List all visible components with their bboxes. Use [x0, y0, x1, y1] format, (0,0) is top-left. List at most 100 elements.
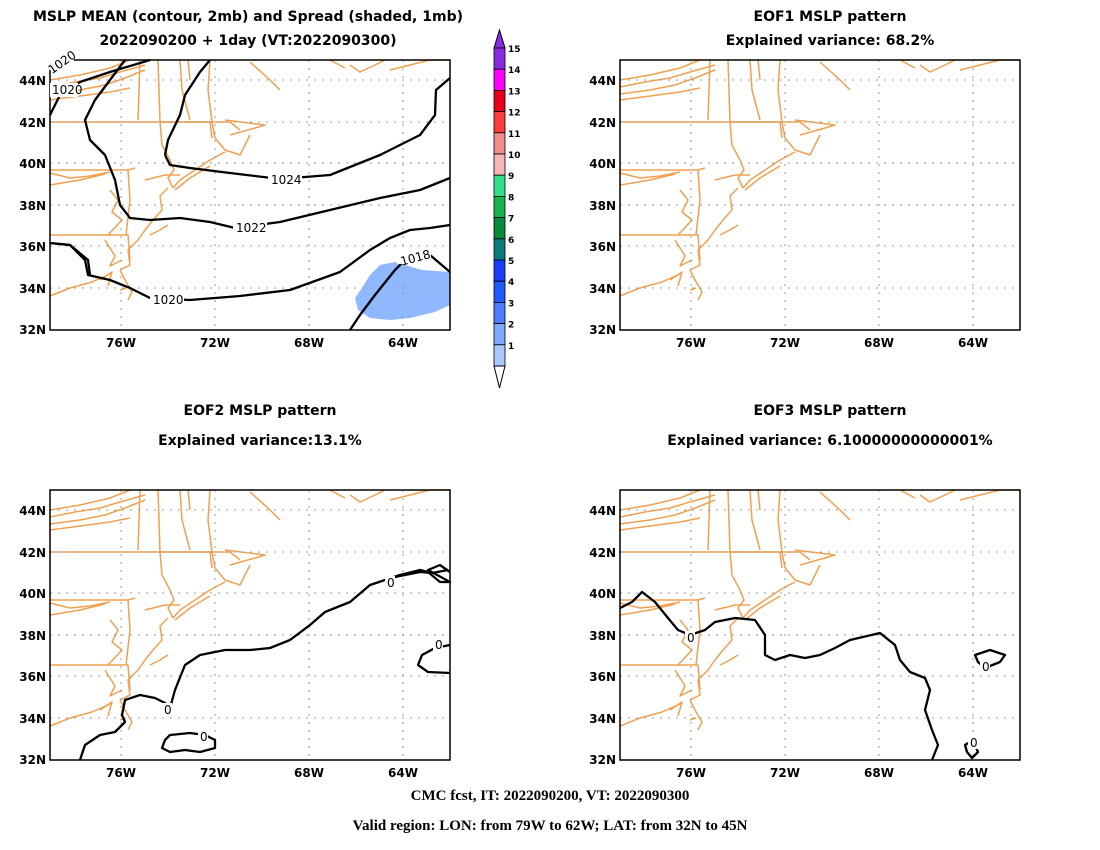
lat-tick-label: 40N [19, 587, 46, 601]
lat-tick-label: 34N [589, 282, 616, 296]
lon-tick-label: 72W [770, 766, 800, 780]
lat-tick-label: 32N [19, 323, 46, 337]
lat-tick-label: 42N [589, 546, 616, 560]
lon-tick-label: 76W [106, 336, 136, 350]
spread-shading [355, 262, 450, 320]
lon-tick-label: 72W [200, 766, 230, 780]
lat-tick-label: 38N [19, 199, 46, 213]
lat-tick-label: 40N [19, 157, 46, 171]
panel-eof1-title: EOF1 MSLP pattern [753, 9, 907, 25]
colorbar-tick-label: 15 [508, 45, 521, 55]
panel-eof1-frame [619, 59, 1021, 331]
lon-tick-label: 76W [676, 336, 706, 350]
panel-eof1-subtitle: Explained variance: 68.2% [725, 33, 935, 49]
footer-line-2: Valid region: LON: from 79W to 62W; LAT:… [352, 818, 748, 834]
colorbar-tick-label: 13 [508, 87, 521, 97]
lon-tick-label: 68W [294, 336, 324, 350]
colorbar-swatch [493, 344, 506, 367]
lat-tick-label: 44N [589, 74, 616, 88]
contour-label: 0 [970, 736, 978, 750]
lat-tick-label: 44N [19, 504, 46, 518]
lon-tick-label: 64W [958, 336, 988, 350]
lon-tick-label: 76W [106, 766, 136, 780]
colorbar-tick-label: 4 [508, 278, 514, 288]
lat-tick-label: 42N [19, 546, 46, 560]
panel-mean-subtitle: 2022090200 + 1day (VT:2022090300) [99, 33, 397, 49]
colorbar-swatch [493, 174, 506, 197]
lat-tick-label: 40N [589, 587, 616, 601]
panel-eof2-title: EOF2 MSLP pattern [183, 403, 337, 419]
colorbar-tick-label: 9 [508, 172, 514, 182]
contour-label: 1022 [236, 221, 267, 235]
panel-eof3-subtitle: Explained variance: 6.10000000000001% [667, 433, 993, 449]
contour-label: 1024 [271, 173, 302, 187]
colorbar-tick-label: 6 [508, 236, 514, 246]
panel-mean: 1020 1020 1024 1022 1020 1018 [46, 48, 451, 331]
lat-tick-label: 32N [589, 753, 616, 767]
colorbar-top-arrow [493, 28, 506, 49]
colorbar-swatch [493, 132, 506, 155]
colorbar-tick-label: 12 [508, 109, 521, 119]
lat-tick-label: 32N [19, 753, 46, 767]
lat-tick-label: 34N [19, 282, 46, 296]
panel-eof3-title: EOF3 MSLP pattern [753, 403, 907, 419]
panel-eof2-frame [49, 489, 451, 761]
colorbar-swatch [493, 68, 506, 91]
colorbar-swatch [493, 47, 506, 70]
colorbar-tick-label: 3 [508, 299, 514, 309]
colorbar-tick-label: 2 [508, 321, 514, 331]
colorbar-swatch [493, 111, 506, 134]
lat-tick-label: 36N [589, 240, 616, 254]
colorbar-swatch [493, 301, 506, 324]
contour-label: 1020 [153, 293, 184, 307]
contour-label: 0 [435, 638, 443, 652]
lat-tick-label: 42N [19, 116, 46, 130]
contour-label: 0 [982, 660, 990, 674]
lat-tick-label: 38N [589, 199, 616, 213]
lat-tick-label: 38N [589, 629, 616, 643]
lon-tick-label: 76W [676, 766, 706, 780]
contour-label: 0 [387, 576, 395, 590]
colorbar-tick-label: 11 [508, 130, 521, 140]
footer-line-1: CMC fcst, IT: 2022090200, VT: 2022090300 [410, 788, 690, 804]
lat-tick-label: 38N [19, 629, 46, 643]
lat-tick-label: 34N [589, 712, 616, 726]
panel-mean-frame [49, 59, 451, 331]
colorbar-swatch [493, 90, 506, 113]
lat-tick-label: 32N [589, 323, 616, 337]
colorbar-tick-label: 10 [508, 151, 521, 161]
lat-tick-label: 36N [19, 240, 46, 254]
colorbar: 15 14 13 12 11 10 9 8 7 6 5 4 3 2 1 [493, 28, 521, 389]
colorbar-swatch [493, 259, 506, 282]
colorbar-swatch [493, 217, 506, 240]
lat-tick-label: 42N [589, 116, 616, 130]
contour-label: 1020 [52, 83, 83, 97]
panel-eof3-frame [619, 489, 1021, 761]
colorbar-tick-label: 14 [508, 66, 521, 76]
colorbar-swatch [493, 323, 506, 346]
colorbar-tick-label: 5 [508, 257, 514, 267]
lon-tick-label: 64W [388, 336, 418, 350]
colorbar-swatch [493, 153, 506, 176]
lat-tick-label: 34N [19, 712, 46, 726]
lon-tick-label: 68W [294, 766, 324, 780]
colorbar-swatch [493, 195, 506, 218]
lon-tick-label: 68W [864, 336, 894, 350]
contour-label: 0 [200, 730, 208, 744]
colorbar-tick-label: 8 [508, 193, 514, 203]
panel-eof2-subtitle: Explained variance:13.1% [158, 433, 362, 449]
lon-tick-label: 72W [770, 336, 800, 350]
panel-eof1 [619, 59, 1021, 331]
colorbar-tick-label: 1 [508, 342, 514, 352]
lon-tick-label: 68W [864, 766, 894, 780]
panel-eof3: 0 0 0 [619, 489, 1021, 761]
panel-mean-title: MSLP MEAN (contour, 2mb) and Spread (sha… [33, 9, 463, 25]
lat-tick-label: 40N [589, 157, 616, 171]
lat-tick-label: 36N [589, 670, 616, 684]
colorbar-tick-label: 7 [508, 215, 514, 225]
colorbar-swatch [493, 280, 506, 303]
panel-eof2: 0 0 0 0 [49, 489, 452, 761]
colorbar-swatch [493, 238, 506, 261]
lat-tick-label: 44N [19, 74, 46, 88]
